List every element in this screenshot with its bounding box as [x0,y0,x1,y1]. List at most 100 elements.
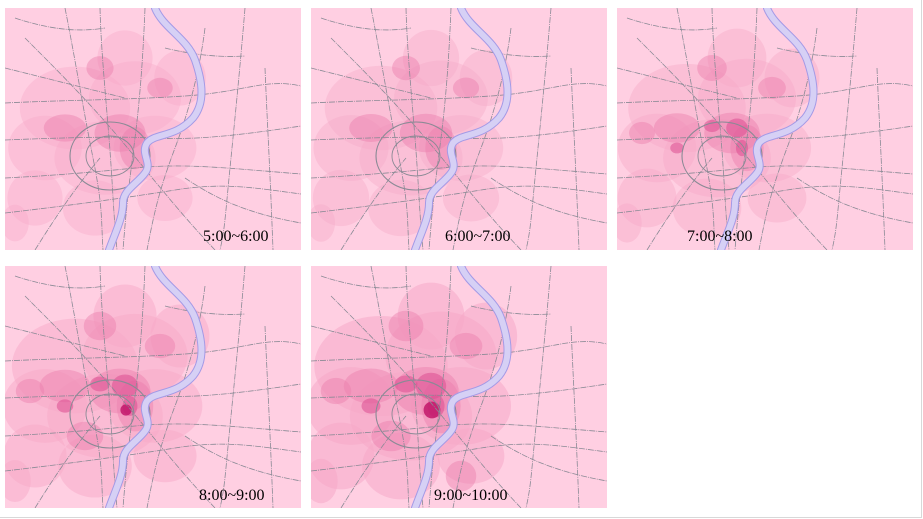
density-blob-light [394,60,488,136]
density-blob-light [311,204,336,242]
density-blob-high [361,398,381,414]
road-line [370,266,410,508]
density-blob-mid [452,77,480,99]
density-blob-light [7,170,63,226]
map-svg [617,8,913,250]
density-layer [5,30,206,242]
map-panel-7-8: 7:00~8:00 [617,8,913,250]
map-svg [311,266,607,508]
ring-road [69,379,151,449]
time-label: 7:00~8:00 [687,228,753,245]
density-blob-light [324,65,438,151]
density-blob-light [359,120,463,196]
road-line [311,185,607,214]
road-line [311,125,607,141]
road-line [311,325,432,357]
density-blob-light [8,115,82,181]
density-blob-mid [43,114,87,142]
density-blob-light [89,61,181,135]
road-line [340,415,407,508]
road-line [5,443,301,472]
density-blob-light [442,174,500,222]
road-line [570,325,580,508]
road-line [311,341,607,362]
river [106,266,205,508]
density-blob-mid [388,310,424,342]
density-layer [311,29,513,242]
density-blob-light [62,180,128,236]
density-blob-high [56,399,74,413]
road-line [340,157,407,250]
road-line [636,37,828,250]
density-blob-mid [144,333,176,359]
road-line [676,8,716,250]
road-line [490,435,607,482]
density-blob-light [672,178,742,238]
density-blob-light [617,203,642,243]
road-line [5,185,301,214]
road-line [617,83,913,104]
density-blob-light [58,434,132,498]
road-line [330,37,522,250]
road-line [570,67,580,250]
road-line [525,266,552,508]
density-peak [423,401,441,419]
density-blob-mid [343,368,399,404]
ring-road [375,121,457,191]
density-blob-mid [86,56,114,80]
density-blob-mid [392,55,420,81]
density-blob-mid [653,113,701,143]
density-blob-light [663,118,771,198]
time-label: 8:00~9:00 [199,487,265,504]
road-line [264,67,274,250]
density-blob-mid [349,114,393,142]
density-blob-mid [147,77,173,99]
road-line [617,67,738,99]
map-panel-8-9: 8:00~9:00 [5,266,301,508]
road-line [146,27,206,250]
road-line [34,415,101,508]
road-line [5,383,301,399]
road-line [219,8,246,250]
density-blob-mid [758,76,786,100]
road-line [490,177,607,224]
road-line [5,423,301,437]
road-line [311,383,607,399]
density-layer [5,284,210,503]
road-line [5,125,301,141]
density-blob-light [93,284,157,348]
road-line [320,275,412,289]
road-line [219,266,246,508]
road-line [876,67,886,250]
density-blob-mid [15,378,45,404]
density-blob-light [5,204,29,242]
road-line [525,8,552,250]
map-panel-9-10: 9:00~10:00 [311,266,607,508]
road-network [617,8,913,250]
density-blob-light [5,424,67,488]
road-line [311,423,607,437]
road-line [452,285,512,508]
river [718,8,817,250]
density-blob-light [11,318,139,414]
road-line [99,8,118,250]
road-line [330,295,522,508]
density-blob-mid [449,332,483,360]
time-label: 6:00~7:00 [445,228,511,245]
road-line [626,17,718,31]
density-blob-light [82,313,188,399]
density-blob-light [133,429,197,483]
density-blob-mid [371,420,411,452]
road-line [64,8,104,250]
road-line [452,27,512,250]
map-svg [5,266,301,508]
road-line [320,17,412,31]
density-peak [120,404,132,416]
road-line [99,266,118,508]
road-line [370,8,410,250]
road-line [311,67,432,99]
river [412,266,511,508]
road-line [24,295,216,508]
road-line [617,125,913,141]
density-blob-light [368,179,434,237]
